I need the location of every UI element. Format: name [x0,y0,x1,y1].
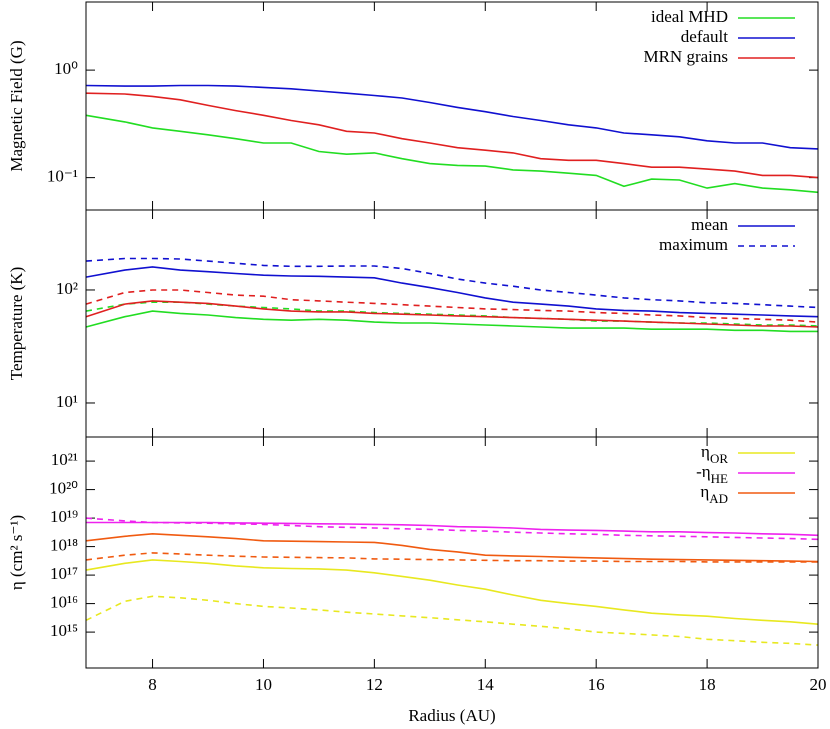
legend-name: default [681,27,728,46]
x-axis-title: Radius (AU) [408,706,495,725]
legend-subscript: OR [710,451,728,466]
legend-subscript: HE [711,471,728,486]
data-line [85,92,819,179]
legend-label: MRN grains [643,47,728,66]
x-tick-label: 18 [699,675,716,694]
y-tick-label: 10⁻¹ [47,167,78,186]
legend-label: maximum [659,235,728,254]
legend-label: default [681,27,728,46]
legend-label: -ηHE [696,462,728,487]
legend-name: ideal MHD [651,7,728,26]
plot-frame [85,436,819,669]
legend-name: η [700,482,709,501]
x-tick-label: 14 [477,675,495,694]
x-tick-label: 8 [148,675,157,694]
legend-name: MRN grains [643,47,728,66]
data-line [85,532,819,563]
y-axis-title: Temperature (K) [7,267,26,381]
data-line [85,559,819,625]
y-axis-title: Magnetic Field (G) [7,40,26,171]
data-line [85,84,819,150]
y-tick-label: 10¹⁹ [50,507,78,526]
data-line [85,289,819,323]
data-line [85,266,819,318]
legend-label: ideal MHD [651,7,728,26]
y-axis-title: η (cm² s⁻¹) [7,515,26,590]
legend-label: ηOR [701,442,728,467]
legend-name: mean [691,215,728,234]
y-tick-label: 10⁰ [54,59,78,78]
x-tick-label: 12 [366,675,383,694]
x-tick-label: 20 [810,675,827,694]
data-line [85,595,819,646]
y-tick-label: 10¹⁵ [50,621,78,640]
y-tick-label: 10²¹ [51,450,78,469]
y-tick-label: 10²⁰ [49,478,78,497]
data-line [85,114,819,194]
legend-label: ηAD [700,482,728,507]
legend-subscript: AD [709,491,728,506]
data-line [85,310,818,333]
y-tick-label: 10¹ [56,392,78,411]
y-tick-label: 10² [56,279,78,298]
data-line [85,257,819,309]
x-tick-label: 10 [255,675,272,694]
legend-name: maximum [659,235,728,254]
y-tick-label: 10¹⁷ [50,564,78,583]
legend-name: -η [696,462,711,481]
legend-name: η [701,442,710,461]
y-tick-label: 10¹⁸ [50,535,78,554]
data-line [85,300,819,328]
data-line [86,521,819,537]
x-tick-label: 16 [588,675,605,694]
legend-label: mean [691,215,728,234]
y-tick-label: 10¹⁶ [50,593,78,612]
